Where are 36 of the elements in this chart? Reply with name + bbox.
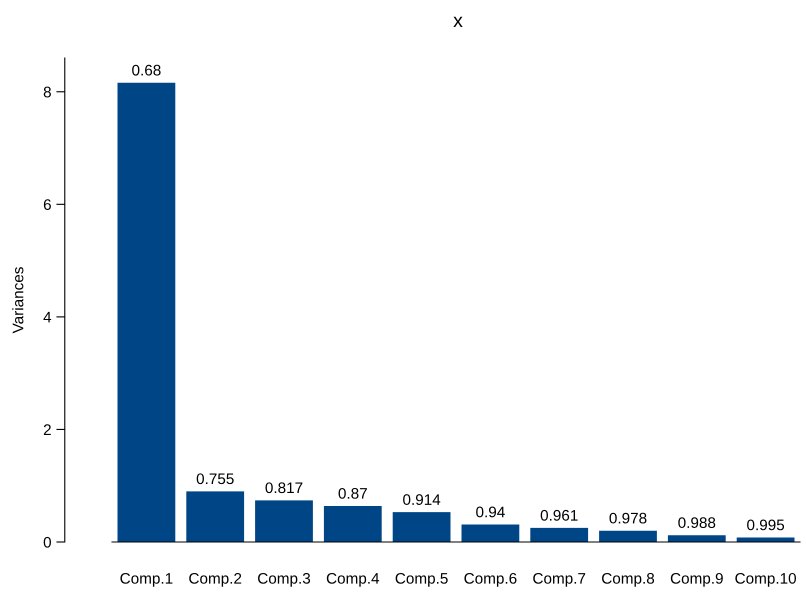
bar [530,528,588,542]
chart-title: x [453,16,463,28]
annotation: 0.68 [132,64,161,76]
bar [118,82,176,542]
annotation: 0.995 [747,519,784,530]
annotation: 0.961 [540,510,578,521]
y-tick-label: 8 [44,86,51,98]
bar [599,530,657,542]
x-tick-label: Comp.9 [670,572,723,587]
bar [255,500,313,542]
y-axis-title: Variances [12,267,24,334]
y-tick-label: 2 [44,424,51,435]
y-tick-label: 4 [43,312,52,322]
bar [462,524,520,542]
x-tick-label: Comp.10 [735,572,796,587]
x-tick-label: Comp.1 [120,572,172,587]
annotation: 0.94 [476,506,505,518]
x-tick-label: Comp.4 [326,572,380,587]
annotation: 0.988 [678,517,716,528]
bar [186,491,244,542]
x-tick-label: Comp.3 [258,572,310,587]
annotation: 0.87 [338,488,367,499]
bar [324,506,382,542]
annotation: 0.978 [609,512,646,524]
x-tick-label: Comp.8 [602,572,654,587]
annotation: 0.914 [403,494,440,505]
x-tick-label: Comp.7 [533,572,586,587]
x-tick-label: Comp.2 [189,572,242,587]
y-tick-label: 6 [44,199,51,210]
annotation: 0.817 [265,482,302,494]
bar [668,535,726,542]
x-tick-label: Comp.6 [464,572,516,587]
y-tick-label: 0 [44,536,51,548]
annotation: 0.755 [196,473,234,484]
bar [392,512,450,542]
x-tick-label: Comp.5 [396,572,448,587]
